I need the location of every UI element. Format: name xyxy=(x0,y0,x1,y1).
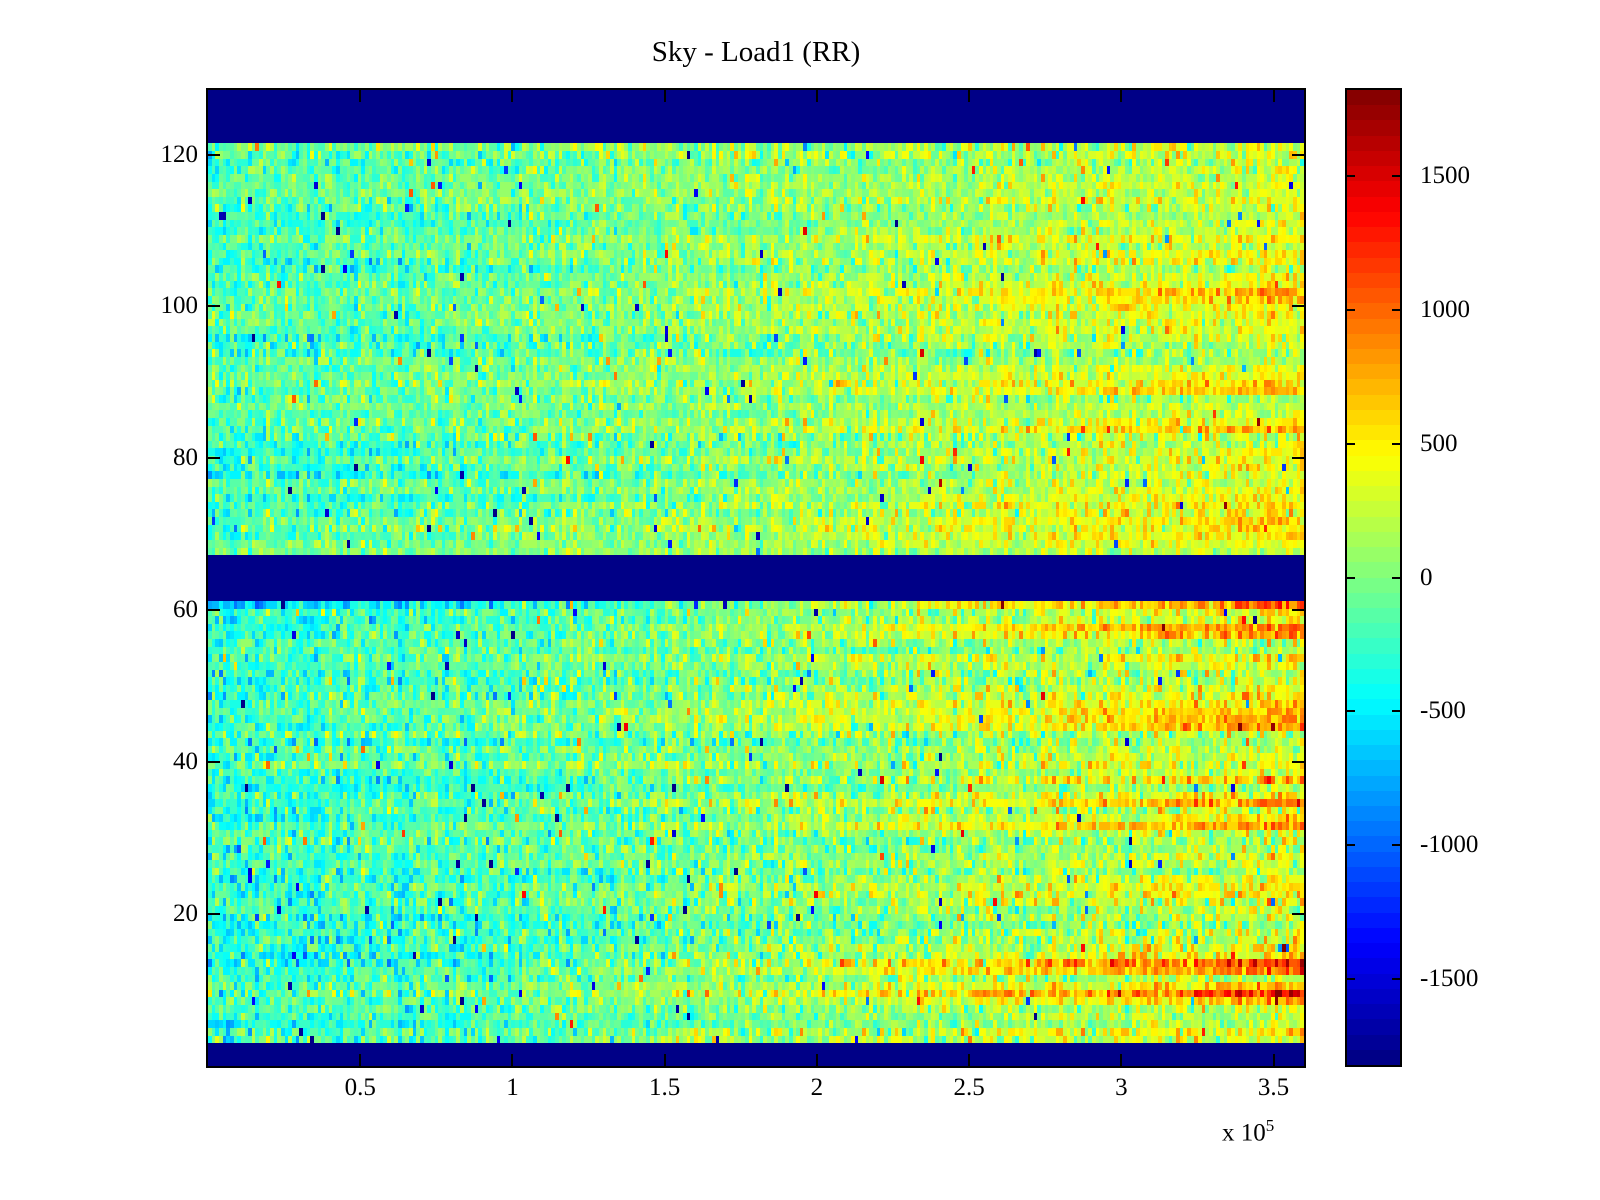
y-tick-label: 80 xyxy=(173,444,198,472)
axis-tick xyxy=(208,153,220,156)
axis-tick xyxy=(208,609,220,612)
x-tick-label: 1.5 xyxy=(649,1074,681,1101)
x-axis-exponent-label: x 105 xyxy=(1222,1116,1274,1147)
exponent-value: 5 xyxy=(1265,1116,1275,1135)
colorbar-tick-label: 500 xyxy=(1420,429,1458,457)
axis-tick xyxy=(663,90,666,102)
y-tick-label: 100 xyxy=(160,292,199,320)
colorbar-tick-label: -1000 xyxy=(1420,831,1479,859)
axis-tick xyxy=(1292,913,1304,916)
axis-tick xyxy=(1347,710,1355,713)
axis-tick xyxy=(359,90,362,102)
exponent-prefix: x 10 xyxy=(1222,1119,1266,1147)
colorbar-tick-label: 1000 xyxy=(1420,295,1470,323)
y-tick-label: 60 xyxy=(173,596,198,624)
y-tick-label: 120 xyxy=(160,140,199,168)
axis-tick xyxy=(1347,442,1355,445)
axis-tick xyxy=(1120,90,1123,102)
axis-tick xyxy=(208,913,220,916)
axis-tick xyxy=(1347,844,1355,847)
colorbar-tick-label: -500 xyxy=(1420,697,1466,725)
colorbar-tick-label: 0 xyxy=(1420,563,1433,591)
colorbar xyxy=(1345,88,1402,1067)
axis-tick xyxy=(1292,305,1304,308)
colorbar-canvas xyxy=(1347,90,1400,1065)
axis-tick xyxy=(1347,978,1355,981)
axis-tick xyxy=(1392,978,1400,981)
axis-tick xyxy=(359,1054,362,1066)
axis-tick xyxy=(815,90,818,102)
axis-tick xyxy=(208,305,220,308)
axis-tick xyxy=(1392,576,1400,579)
y-tick-label: 20 xyxy=(173,900,198,928)
axis-tick xyxy=(1292,761,1304,764)
axis-tick xyxy=(1392,308,1400,311)
axis-tick xyxy=(1392,174,1400,177)
axis-tick xyxy=(1392,710,1400,713)
axis-tick xyxy=(1272,90,1275,102)
axis-tick xyxy=(1392,442,1400,445)
axis-tick xyxy=(1292,609,1304,612)
axis-tick xyxy=(208,457,220,460)
axis-tick xyxy=(1292,457,1304,460)
x-tick-label: 2.5 xyxy=(953,1074,985,1101)
axis-tick xyxy=(1392,844,1400,847)
x-tick-label: 3.5 xyxy=(1257,1074,1290,1101)
axis-tick xyxy=(968,1054,971,1066)
axis-tick xyxy=(1120,1054,1123,1066)
axis-tick xyxy=(208,761,220,764)
axis-tick xyxy=(1347,174,1355,177)
axis-tick xyxy=(815,1054,818,1066)
y-tick-label: 40 xyxy=(173,748,198,776)
axis-tick xyxy=(968,90,971,102)
x-tick-label: 0.5 xyxy=(344,1074,376,1101)
x-tick-label: 3 xyxy=(1115,1074,1128,1101)
axis-tick xyxy=(1347,576,1355,579)
axis-tick xyxy=(1292,153,1304,156)
axis-tick xyxy=(511,1054,514,1066)
axis-tick xyxy=(663,1054,666,1066)
colorbar-tick-label: 1500 xyxy=(1420,161,1470,189)
colorbar-tick-label: -1500 xyxy=(1420,965,1479,993)
axis-tick xyxy=(1272,1054,1275,1066)
x-tick-label: 1 xyxy=(506,1074,519,1101)
plot-area xyxy=(206,88,1306,1068)
heatmap-canvas xyxy=(208,90,1304,1066)
axis-tick xyxy=(1347,308,1355,311)
axis-tick xyxy=(511,90,514,102)
x-tick-label: 2 xyxy=(810,1074,824,1101)
chart-title: Sky - Load1 (RR) xyxy=(651,36,861,68)
